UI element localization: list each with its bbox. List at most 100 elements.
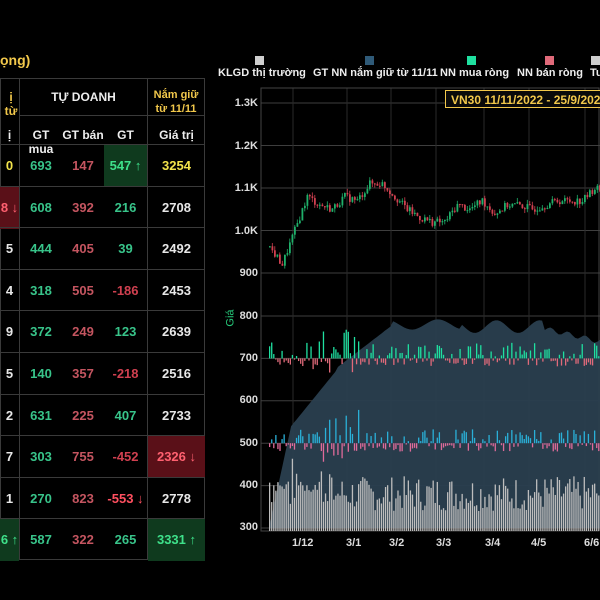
- nn-buy-bar: [418, 346, 420, 359]
- volume-bar: [519, 508, 521, 531]
- nn-buy-bar: [527, 436, 530, 444]
- nn-sell-bar: [565, 443, 567, 447]
- candle-body: [411, 207, 414, 214]
- nn-sell-bar: [378, 443, 381, 447]
- nn-buy-bar: [529, 350, 532, 359]
- nn-buy-bar: [480, 345, 482, 359]
- nn-sell-bar: [320, 358, 323, 362]
- nn-sell-bar: [556, 358, 559, 367]
- cell-gt-ban: 249: [72, 324, 94, 340]
- cell-gt-rong: 216: [114, 199, 137, 215]
- volume-bar: [420, 501, 422, 531]
- volume-bar: [581, 508, 583, 531]
- volume-bar: [287, 481, 289, 531]
- nn-buy-bar: [442, 354, 445, 359]
- volume-bar: [395, 498, 397, 531]
- candle-body: [546, 207, 549, 209]
- candle-body: [511, 203, 514, 207]
- legend-nn-ban: NN bán ròng: [517, 67, 583, 79]
- nn-sell-bar: [380, 358, 383, 363]
- nn-sell-bar: [500, 443, 503, 446]
- table-row: 7 303 755 -452 2326 ↓: [0, 435, 205, 479]
- nn-sell-bar: [498, 358, 501, 361]
- nn-sell-bar: [552, 443, 554, 452]
- nn-buy-bar: [413, 354, 416, 359]
- nn-buy-bar: [500, 355, 503, 359]
- nn-buy-bar: [490, 351, 492, 359]
- volume-bar: [536, 479, 538, 531]
- candle-body: [454, 210, 456, 212]
- cell-gt-rong: 547 ↑: [104, 145, 147, 187]
- nn-sell-bar: [364, 443, 366, 451]
- nn-sell-bar: [567, 358, 569, 362]
- volume-bar: [271, 502, 273, 531]
- volume-bar: [515, 480, 517, 531]
- nn-buy-bar: [593, 430, 596, 444]
- nn-sell-bar: [329, 358, 331, 373]
- candle-body: [299, 220, 301, 224]
- volume-bar: [380, 503, 383, 531]
- candle-body: [414, 212, 416, 214]
- nn-buy-bar: [438, 345, 441, 359]
- nn-buy-bar: [378, 355, 381, 359]
- nn-buy-bar: [281, 350, 283, 359]
- candle-body: [486, 206, 489, 208]
- nn-sell-bar: [465, 358, 467, 365]
- candle-body: [446, 219, 449, 221]
- candle-body: [514, 203, 516, 205]
- volume-bar: [486, 507, 488, 531]
- nn-sell-bar: [571, 443, 573, 450]
- nn-buy-bar: [339, 435, 341, 444]
- nn-sell-bar: [277, 443, 279, 450]
- nn-sell-bar: [486, 443, 488, 447]
- nn-sell-bar: [275, 358, 277, 360]
- volume-bar: [391, 477, 393, 531]
- candle-body: [296, 223, 299, 227]
- volume-bar: [269, 482, 271, 531]
- candle-body: [271, 246, 274, 251]
- volume-bar: [583, 476, 585, 531]
- volume-bar: [579, 495, 581, 531]
- volume-bar: [351, 484, 354, 531]
- y-axis-label: Giá: [224, 309, 237, 327]
- cell-gia-tri: 2516: [162, 366, 191, 381]
- nn-buy-bar: [519, 432, 521, 444]
- nn-sell-bar: [577, 358, 579, 364]
- nn-buy-bar: [507, 345, 509, 359]
- nn-sell-bar: [316, 358, 318, 366]
- nn-buy-bar: [314, 434, 316, 444]
- volume-bar: [324, 493, 327, 531]
- candle-body: [429, 218, 431, 221]
- table-row: 0 693 147 547 ↑ 3254: [0, 144, 205, 187]
- cell-gt-rong: -186: [112, 282, 139, 298]
- data-table: [0, 78, 205, 560]
- volume-bar: [397, 490, 399, 531]
- candle-body: [569, 199, 571, 202]
- candle-body: [571, 201, 574, 203]
- nn-sell-bar: [399, 443, 401, 452]
- xtick-4-5: 4/5: [531, 537, 547, 549]
- volume-bar: [432, 480, 434, 531]
- volume-bar: [355, 501, 358, 531]
- cell-gt-ban: 823: [72, 490, 94, 506]
- cell-gt-ban: 147: [72, 158, 94, 173]
- candle-body: [331, 208, 334, 212]
- nn-sell-bar: [409, 358, 412, 361]
- nn-buy-bar: [329, 419, 331, 444]
- nn-sell-bar: [304, 358, 306, 361]
- nn-sell-bar: [382, 358, 385, 363]
- candle-body: [549, 203, 551, 208]
- nn-buy-bar: [391, 436, 393, 444]
- nn-buy-bar: [533, 343, 536, 359]
- nn-buy-bar: [351, 433, 354, 444]
- volume-bar: [465, 498, 467, 531]
- nn-sell-bar: [509, 443, 511, 452]
- nn-buy-bar: [467, 346, 470, 359]
- candle-body: [304, 205, 306, 209]
- volume-bar: [521, 504, 523, 531]
- volume-bar: [596, 493, 598, 531]
- cell-gia-tri: 2778: [162, 490, 191, 506]
- cell-left: 5: [5, 241, 14, 257]
- candle-body: [426, 217, 429, 221]
- candle-body: [389, 190, 391, 195]
